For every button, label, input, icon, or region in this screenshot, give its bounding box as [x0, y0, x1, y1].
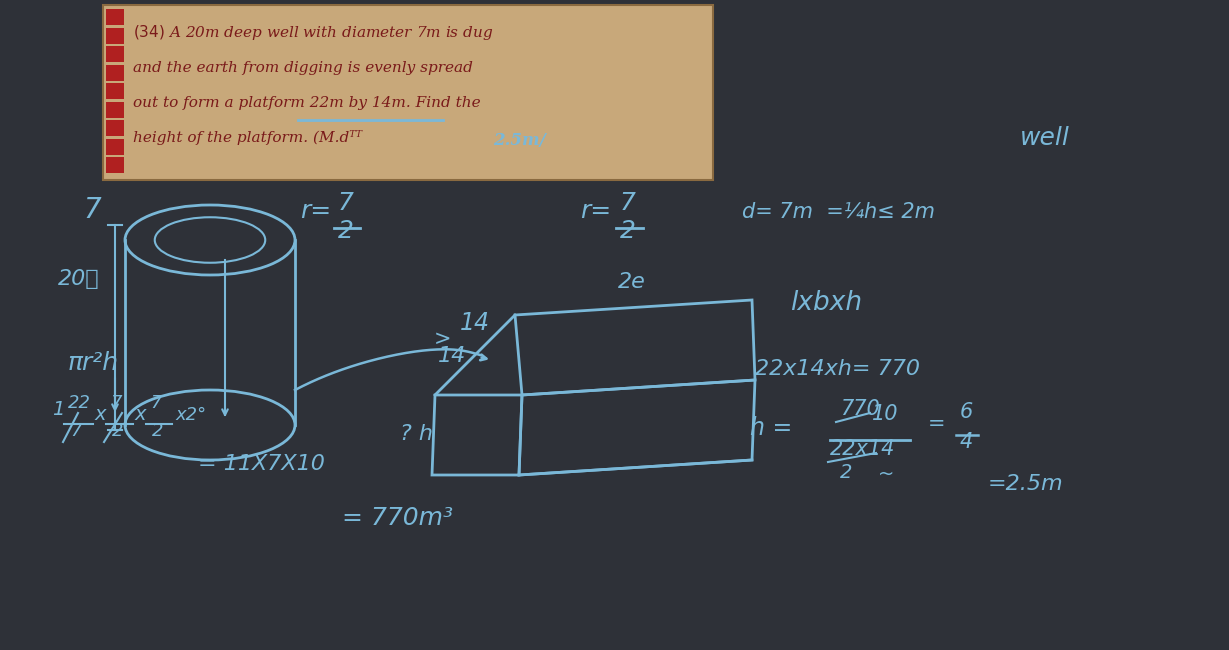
- Text: 2: 2: [338, 219, 354, 243]
- Text: 7: 7: [150, 394, 161, 412]
- Bar: [106, 9, 124, 25]
- Text: 7: 7: [338, 191, 354, 215]
- Text: 14: 14: [460, 311, 490, 335]
- Text: 4: 4: [960, 432, 973, 452]
- Text: ~: ~: [878, 465, 895, 484]
- Text: 10: 10: [873, 404, 898, 424]
- Bar: [106, 46, 124, 62]
- Text: 7: 7: [84, 196, 101, 224]
- Text: r=: r=: [580, 199, 611, 223]
- Bar: [106, 157, 124, 173]
- Text: 2: 2: [839, 463, 853, 482]
- Text: x: x: [135, 405, 146, 424]
- Bar: [106, 138, 124, 155]
- Text: 22x14: 22x14: [830, 439, 896, 459]
- Text: = 770m³: = 770m³: [342, 506, 454, 530]
- Text: well: well: [1020, 126, 1070, 150]
- Text: 7: 7: [619, 191, 635, 215]
- Text: 770: 770: [839, 399, 880, 419]
- Text: 7: 7: [111, 394, 122, 412]
- Text: 22: 22: [68, 394, 91, 412]
- FancyBboxPatch shape: [103, 5, 713, 180]
- Text: and the earth from digging is evenly spread: and the earth from digging is evenly spr…: [133, 61, 473, 75]
- Text: 2.5m/: 2.5m/: [493, 132, 546, 149]
- Text: πr²h: πr²h: [68, 351, 119, 375]
- Text: =2.5m: =2.5m: [988, 474, 1063, 494]
- Text: d= 7m  =¼h≤ 2m: d= 7m =¼h≤ 2m: [742, 202, 935, 222]
- Text: ? h: ? h: [399, 424, 433, 444]
- Text: 2e: 2e: [618, 272, 646, 292]
- Text: 22x14xh= 770: 22x14xh= 770: [755, 359, 921, 379]
- Text: h =: h =: [750, 416, 793, 440]
- Bar: [106, 27, 124, 44]
- Text: = 11X7X10: = 11X7X10: [198, 454, 324, 474]
- Bar: [106, 64, 124, 81]
- Text: 20㎥: 20㎥: [58, 269, 100, 289]
- Bar: [106, 83, 124, 99]
- Text: height of the platform. (M.dᵀᵀ: height of the platform. (M.dᵀᵀ: [133, 130, 363, 145]
- Text: 14: 14: [438, 346, 466, 366]
- Text: 2: 2: [619, 219, 635, 243]
- Text: out to form a platform 22m by 14m. Find the: out to form a platform 22m by 14m. Find …: [133, 96, 481, 110]
- Text: 7: 7: [70, 422, 81, 440]
- Text: =: =: [928, 414, 945, 434]
- Text: >: >: [434, 329, 451, 349]
- Text: 1: 1: [52, 400, 64, 419]
- Text: 2: 2: [152, 422, 163, 440]
- Text: 2: 2: [112, 422, 123, 440]
- Text: 6: 6: [960, 402, 973, 422]
- Text: $(34)$ A 20m deep well with diameter 7m is dug: $(34)$ A 20m deep well with diameter 7m …: [133, 23, 493, 42]
- Text: x: x: [95, 405, 107, 424]
- Text: r=: r=: [300, 199, 332, 223]
- Text: x2°: x2°: [175, 406, 206, 424]
- Bar: [106, 120, 124, 136]
- Text: lxbxh: lxbxh: [790, 290, 862, 316]
- Bar: [106, 101, 124, 118]
